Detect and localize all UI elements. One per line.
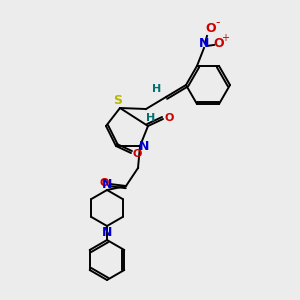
Text: N: N <box>102 178 112 190</box>
Text: O: O <box>206 22 216 35</box>
Text: N: N <box>102 226 112 238</box>
Text: N: N <box>199 38 209 50</box>
Text: -: - <box>216 16 220 29</box>
Text: S: S <box>113 94 122 106</box>
Text: +: + <box>221 33 229 43</box>
Text: H: H <box>152 84 162 94</box>
Text: O: O <box>132 149 142 159</box>
Text: O: O <box>99 178 109 188</box>
Text: O: O <box>214 38 224 50</box>
Text: H: H <box>146 113 156 123</box>
Text: O: O <box>164 113 174 123</box>
Text: N: N <box>139 140 149 152</box>
